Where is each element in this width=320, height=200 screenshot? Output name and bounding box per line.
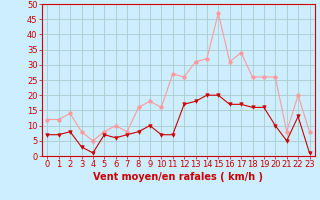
X-axis label: Vent moyen/en rafales ( km/h ): Vent moyen/en rafales ( km/h ) xyxy=(93,172,263,182)
